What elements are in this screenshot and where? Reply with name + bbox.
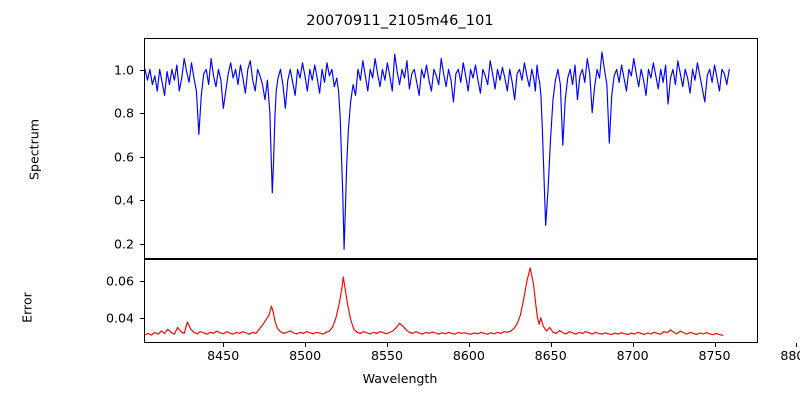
xtick-label-3: 8600 <box>452 348 485 363</box>
xtick-mark-7 <box>796 343 798 347</box>
spectrum-line-svg <box>145 39 757 258</box>
ytick-mark-spectrum-2 <box>140 156 144 158</box>
ytick-label-error-0: 0.04 <box>105 310 134 326</box>
y-axis-label-error: Error <box>19 292 35 323</box>
xtick-label-2: 8550 <box>370 348 404 363</box>
xtick-mark-2 <box>387 343 389 347</box>
xtick-mark-6 <box>714 343 716 347</box>
spectrum-plot-area <box>144 38 758 259</box>
spectrum-data-line <box>145 52 729 249</box>
ytick-mark-spectrum-0 <box>140 243 144 245</box>
error-data-line <box>145 268 723 335</box>
ytick-label-error-1: 0.06 <box>105 273 134 289</box>
xtick-mark-3 <box>468 343 470 347</box>
xtick-mark-5 <box>632 343 634 347</box>
error-line-svg <box>145 260 757 342</box>
ytick-label-spectrum-2: 0.6 <box>113 149 134 165</box>
xtick-mark-0 <box>223 343 225 347</box>
xtick-label-4: 8650 <box>534 348 567 363</box>
ytick-mark-spectrum-4 <box>140 70 144 72</box>
ytick-label-spectrum-4: 1.0 <box>113 62 134 78</box>
ytick-label-spectrum-1: 0.4 <box>113 192 134 208</box>
x-axis-label-wavelength: Wavelength <box>362 371 438 386</box>
ytick-mark-spectrum-1 <box>140 200 144 202</box>
xtick-mark-4 <box>550 343 552 347</box>
xtick-label-6: 8750 <box>698 348 731 363</box>
xtick-label-1: 8500 <box>289 348 322 363</box>
ytick-label-spectrum-3: 0.8 <box>113 105 134 121</box>
ytick-mark-spectrum-3 <box>140 113 144 115</box>
ytick-mark-error-0 <box>140 318 144 320</box>
page-title: 20070911_2105m46_101 <box>306 13 494 29</box>
xtick-label-7: 8800 <box>780 348 800 363</box>
xtick-label-0: 8450 <box>207 348 240 363</box>
ytick-label-spectrum-0: 0.2 <box>113 236 134 251</box>
xtick-mark-1 <box>305 343 307 347</box>
ytick-mark-error-1 <box>140 281 144 283</box>
error-plot-area <box>144 259 758 343</box>
xtick-label-5: 8700 <box>616 348 649 363</box>
y-axis-label-spectrum: Spectrum <box>26 118 42 180</box>
